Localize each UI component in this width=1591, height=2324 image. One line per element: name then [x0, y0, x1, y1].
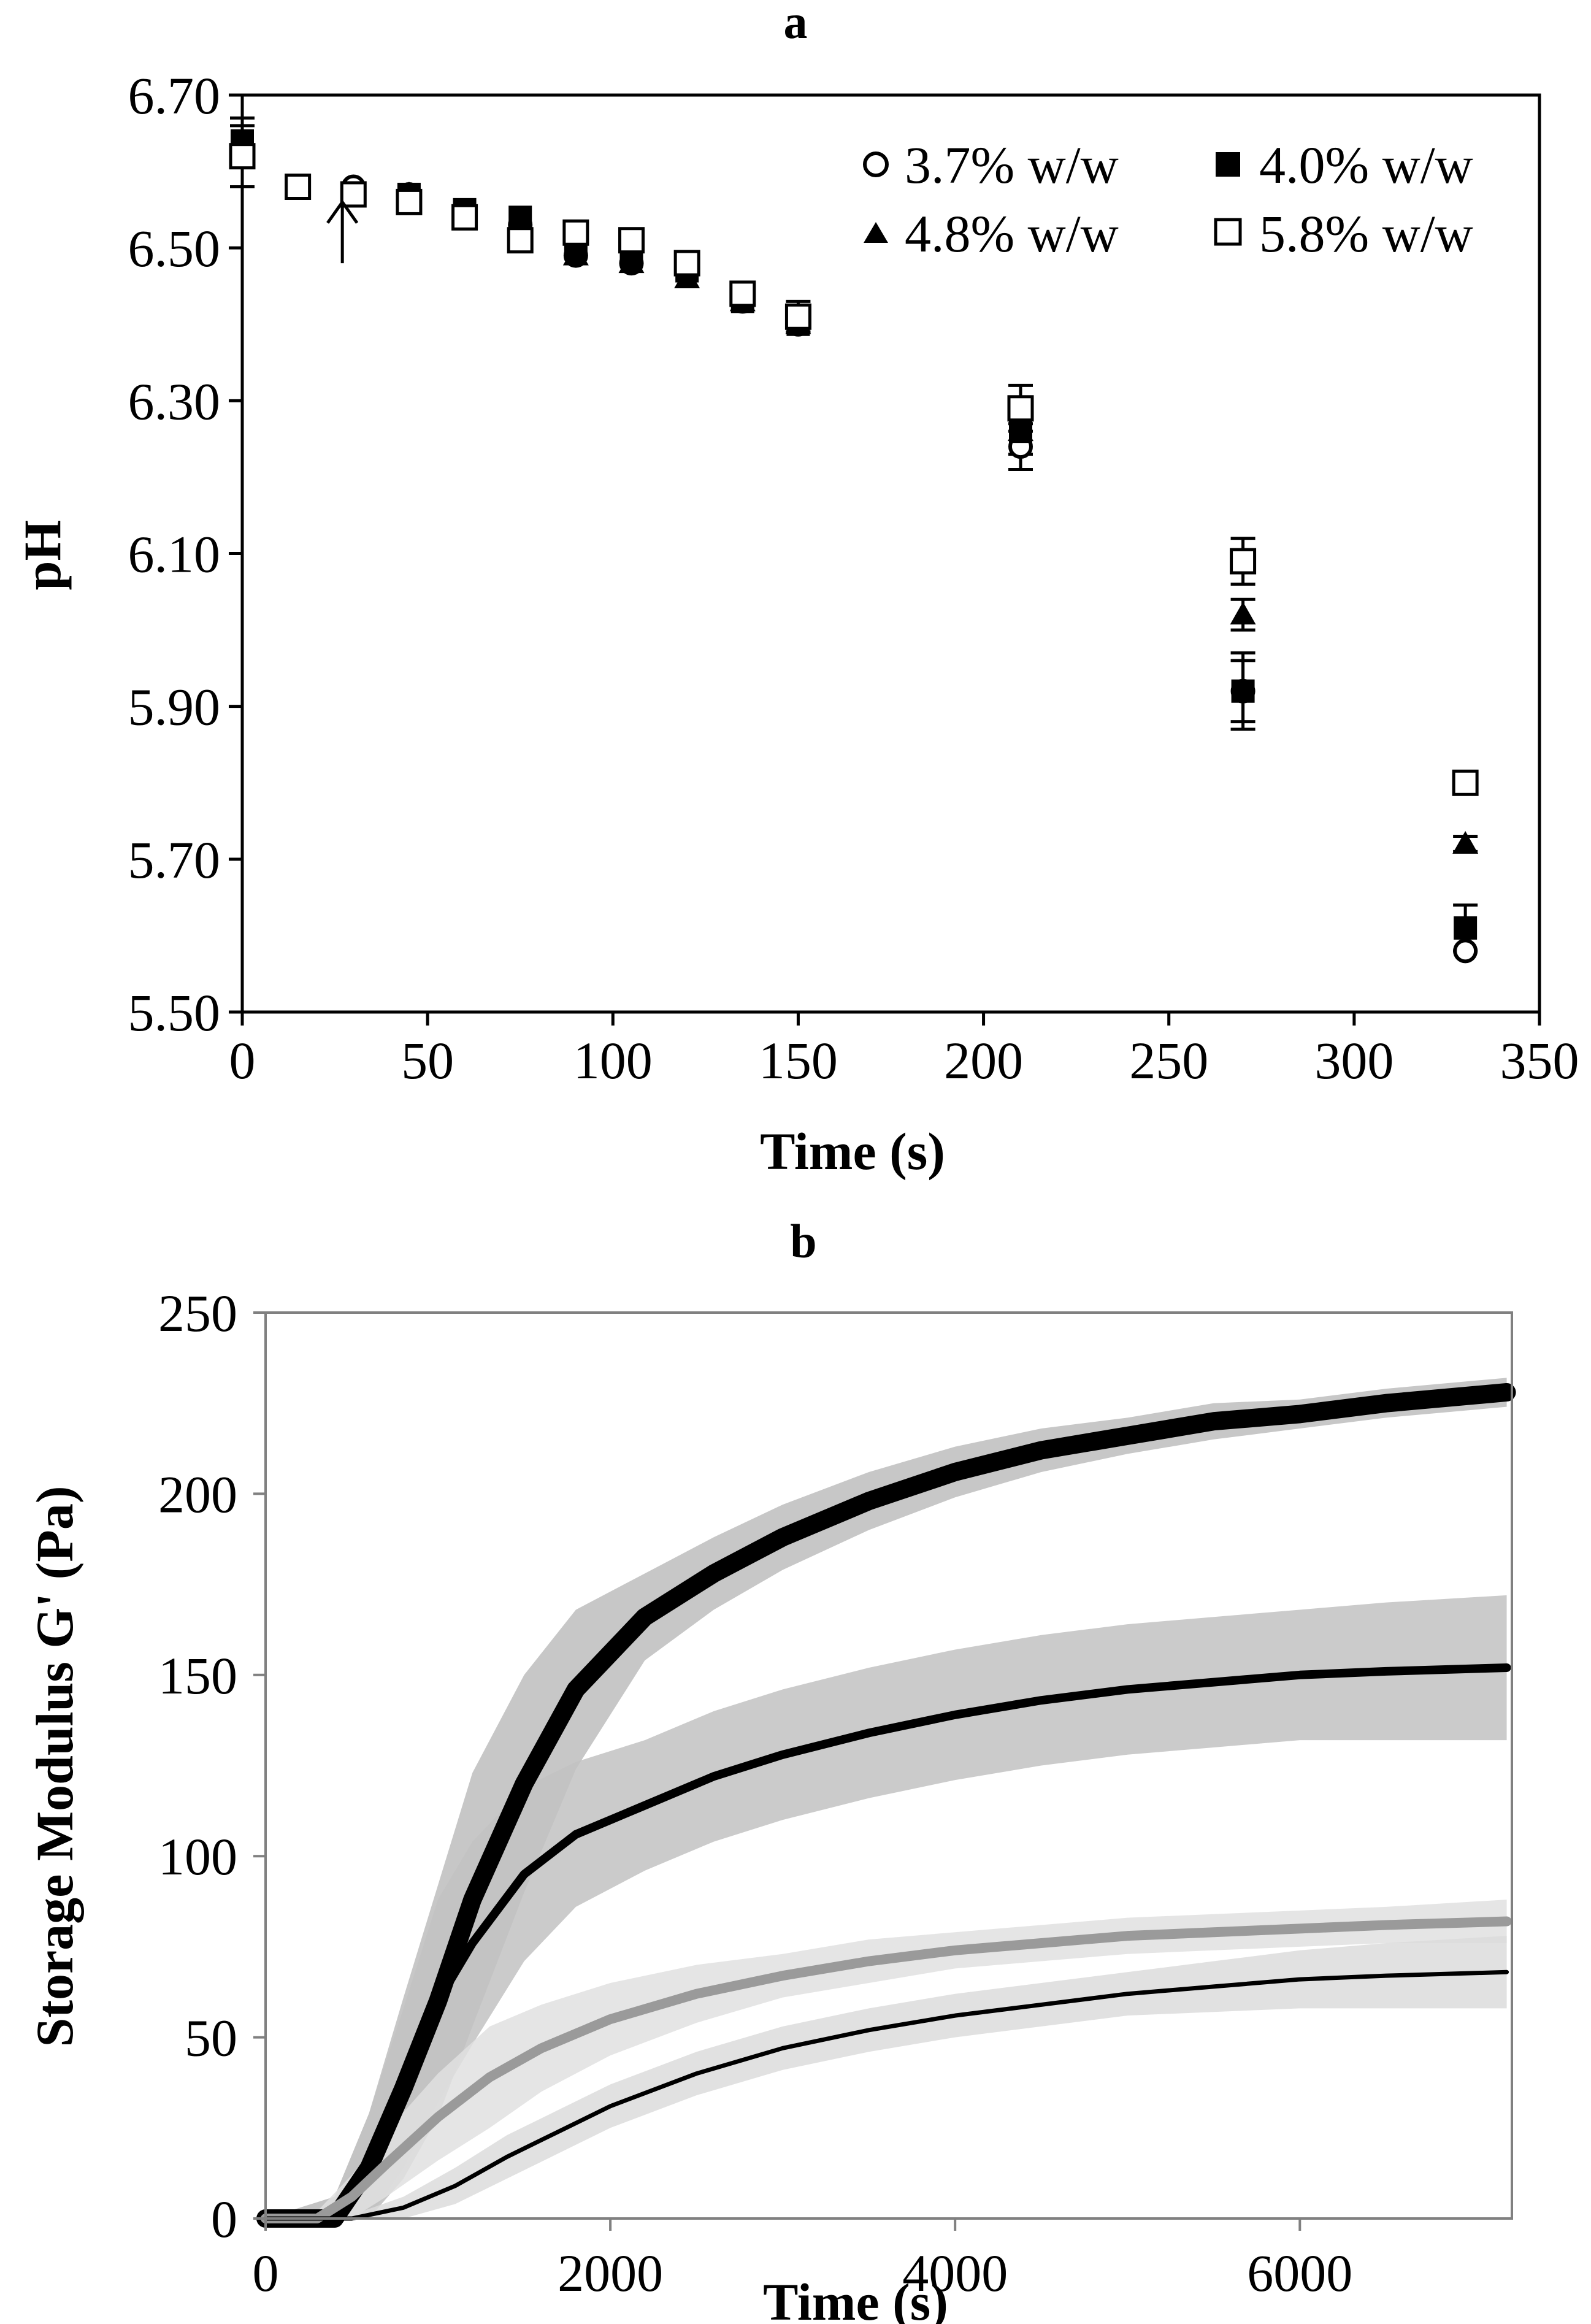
- data-point-4-8: [1008, 418, 1033, 442]
- panel-a-x-tick-label: 50: [401, 1031, 454, 1090]
- data-point-5-8: [673, 250, 700, 277]
- legend-label-4-8: 4.8% w/w: [905, 204, 1119, 263]
- data-point-5-8: [562, 219, 589, 246]
- arrow-head: [326, 199, 359, 224]
- panel-a-arrow-annotation: [326, 199, 359, 264]
- data-point-5-8: [784, 303, 811, 330]
- panel-b: b 0 50 100 150 200 250 0 2000 4000 6000 Time (s)…: [25, 1214, 1516, 2324]
- data-point-5-8: [285, 174, 312, 200]
- data-point-4-8: [674, 266, 700, 288]
- series-line: [263, 1969, 1509, 2221]
- panel-a-y-tick-label: 6.50: [128, 219, 221, 278]
- panel-b-y-tick-label: 200: [158, 1465, 237, 1524]
- panel-a-x-tick-label: 350: [1500, 1031, 1579, 1090]
- series-line: [261, 1663, 1511, 2223]
- panel-a-y-tick-labels: 5.50 5.70 5.90 6.10 6.30 6.50 6.70: [128, 66, 221, 1042]
- panel-b-y-tick-label: 250: [158, 1284, 237, 1343]
- panel-b-letter: b: [790, 1214, 816, 1268]
- panel-a-x-tick-label: 300: [1314, 1031, 1394, 1090]
- data-point-5-8: [1007, 395, 1034, 422]
- legend-marker-4-0: [1216, 152, 1240, 177]
- data-point-5-8: [729, 280, 756, 307]
- panel-a-y-tick-label: 6.10: [128, 525, 221, 584]
- panel-a-y-axis-title: pH: [13, 520, 72, 591]
- panel-a-legend: 3.7% w/w 4.0% w/w 4.8% w/w 5.8% w/w: [863, 136, 1473, 263]
- error-band: [266, 1936, 1507, 2219]
- legend-marker-5-8: [1214, 218, 1242, 246]
- panel-b-plot-frame: [264, 1311, 1513, 2220]
- data-point-3-7: [1453, 938, 1478, 964]
- data-point-5-8: [229, 143, 256, 170]
- panel-a-x-tick-label: 200: [944, 1031, 1023, 1090]
- data-point-5-8: [1230, 548, 1257, 575]
- data-point-4-8: [1230, 602, 1256, 625]
- panel-b-ticks: [253, 1311, 1302, 2231]
- panel-a-y-tick-label: 6.70: [128, 66, 221, 125]
- panel-a-x-tick-label: 150: [759, 1031, 838, 1090]
- legend-marker-3-7: [863, 151, 889, 177]
- legend-label-5-8: 5.8% w/w: [1259, 204, 1473, 263]
- panel-a-y-tick-label: 5.50: [128, 983, 221, 1042]
- data-point-4-8: [1452, 830, 1479, 854]
- panel-a-x-axis-title: Time (s): [760, 1122, 945, 1181]
- panel-a-letter: a: [784, 0, 808, 48]
- panel-b-y-tick-label: 150: [158, 1646, 237, 1705]
- panel-b-x-tick-label: 2000: [558, 2244, 663, 2303]
- data-point-4-0: [1454, 916, 1478, 940]
- panel-b-y-axis-title: Storage Modulus G' (Pa): [25, 1486, 84, 2047]
- panel-b-x-tick-label: 0: [253, 2244, 279, 2303]
- panel-a-plot: [229, 93, 1541, 1026]
- data-point-5-8: [507, 227, 534, 254]
- panel-a-y-tick-label: 6.30: [128, 372, 221, 431]
- data-point-4-8: [562, 242, 589, 266]
- panel-a: a 5.50 5.70 5.90 6.10 6.30 6.50 6.70 0 50 100 150…: [13, 0, 1579, 1181]
- data-point-4-0: [1231, 679, 1255, 703]
- panel-a-y-tick-label: 5.90: [128, 678, 221, 737]
- panel-b-x-tick-labels: 0 2000 4000 6000: [253, 2244, 1353, 2303]
- panel-b-x-tick-label: 4000: [902, 2244, 1008, 2303]
- panel-b-x-axis-title: Time (s): [763, 2272, 948, 2324]
- data-point-4-8: [618, 250, 645, 274]
- panel-a-data-points: [229, 129, 1479, 964]
- panel-b-y-tick-label: 100: [158, 1827, 237, 1886]
- panel-b-y-tick-label: 50: [185, 2009, 237, 2068]
- series-line: [261, 1916, 1512, 2223]
- data-point-5-8: [618, 227, 645, 254]
- legend-label-3-7: 3.7% w/w: [905, 136, 1119, 194]
- panel-b-series-lines: [256, 1383, 1516, 2228]
- panel-b-y-tick-labels: 0 50 100 150 200 250: [158, 1284, 237, 2249]
- data-point-5-8: [1452, 769, 1479, 796]
- panel-a-x-tick-label: 250: [1129, 1031, 1208, 1090]
- panel-a-x-tick-label: 0: [229, 1031, 256, 1090]
- panel-a-y-tick-label: 5.70: [128, 830, 221, 889]
- panel-a-x-tick-label: 100: [573, 1031, 653, 1090]
- legend-marker-4-8: [864, 222, 888, 243]
- panel-b-x-tick-label: 6000: [1247, 2244, 1352, 2303]
- data-point-5-8: [340, 181, 367, 208]
- panel-a-x-tick-labels: 0 50 100 150 200 250 300 350: [229, 1031, 1579, 1090]
- panel-b-y-tick-label: 0: [211, 2190, 237, 2249]
- legend-label-4-0: 4.0% w/w: [1259, 136, 1473, 194]
- panel-a-plot-frame: [240, 93, 1541, 1014]
- data-point-5-8: [451, 204, 478, 231]
- data-point-5-8: [396, 188, 423, 215]
